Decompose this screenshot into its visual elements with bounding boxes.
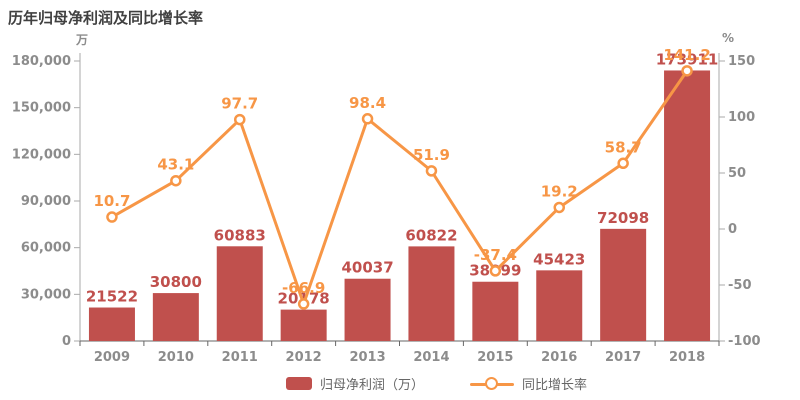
right-axis-tick-label: 100 (728, 110, 755, 125)
growth-line (111, 70, 689, 306)
left-axis-tick-label: 0 (62, 334, 71, 349)
legend-label-yoy-growth: 同比增长率 (522, 378, 588, 393)
line-point-2013[interactable] (361, 113, 374, 125)
bar-2014[interactable] (408, 246, 455, 341)
line-value-label: -37.4 (474, 246, 517, 264)
x-axis-category-label: 2017 (605, 350, 641, 365)
bar-value-label: 45423 (533, 250, 585, 268)
x-axis-category-label: 2012 (286, 350, 322, 365)
bar-series-swatch-icon (286, 377, 312, 390)
line-value-label: 51.9 (413, 146, 450, 164)
line-value-label: 10.7 (93, 192, 130, 210)
x-axis-category-label: 2010 (158, 350, 194, 365)
right-axis-unit: % (722, 31, 735, 45)
bar-value-label: 21522 (86, 288, 138, 306)
line-point-2012[interactable] (297, 298, 310, 310)
line-value-label: 58.7 (605, 138, 642, 156)
x-axis-category-label: 2014 (413, 350, 449, 365)
chart-legend: 归母净利润（万） 同比增长率 (286, 374, 587, 393)
left-axis-tick-label: 180,000 (12, 54, 71, 69)
line-point-2015[interactable] (489, 265, 502, 277)
bar-value-label: 72098 (597, 209, 649, 227)
left-axis-tick-label: 150,000 (12, 101, 71, 116)
line-point-2010[interactable] (170, 174, 182, 187)
line-value-label: 97.7 (221, 95, 258, 113)
bar-value-label: 60883 (214, 226, 266, 244)
right-axis-tick-label: 150 (728, 54, 755, 69)
legend-item-yoy-growth[interactable]: 同比增长率 (470, 374, 587, 393)
x-axis-category-label: 2009 (94, 350, 130, 365)
bar-value-label: 30800 (150, 273, 202, 291)
bar-2012[interactable] (280, 309, 327, 341)
left-axis-unit: 万 (75, 33, 88, 47)
line-point-2018[interactable] (681, 65, 693, 77)
line-value-label: 141.2 (663, 46, 710, 64)
right-axis-tick-label: 0 (728, 222, 737, 237)
bar-value-label: 173911 (656, 50, 719, 68)
line-series-swatch-icon (470, 376, 515, 391)
line-point-2011[interactable] (234, 113, 246, 126)
x-axis-category-label: 2011 (222, 350, 258, 365)
line-value-label: -66.9 (282, 279, 325, 297)
left-axis-tick-label: 60,000 (21, 241, 71, 256)
left-axis-tick-label: 90,000 (21, 194, 71, 209)
left-axis-tick-label: 30,000 (21, 287, 71, 302)
x-axis-category-label: 2013 (349, 350, 385, 365)
line-point-2014[interactable] (425, 165, 438, 177)
right-axis-tick-label: -50 (728, 278, 752, 293)
line-value-label: 19.2 (541, 182, 578, 200)
line-value-label: 98.4 (349, 94, 386, 112)
bar-2018[interactable] (664, 70, 711, 342)
bar-2009[interactable] (88, 307, 135, 341)
line-point-2016[interactable] (553, 201, 565, 214)
bar-2016[interactable] (536, 270, 583, 341)
bar-2011[interactable] (216, 246, 263, 341)
line-value-label: 43.1 (157, 156, 194, 174)
bar-value-label: 60822 (405, 226, 457, 244)
x-axis-category-label: 2016 (541, 350, 577, 365)
bar-2010[interactable] (152, 293, 199, 341)
x-axis-category-label: 2018 (669, 350, 705, 365)
legend-item-net-profit[interactable]: 归母净利润（万） (286, 374, 424, 393)
bar-2013[interactable] (344, 278, 391, 341)
legend-label-net-profit: 归母净利润（万） (320, 378, 425, 393)
bar-2017[interactable] (600, 228, 647, 341)
line-point-2009[interactable] (106, 211, 118, 223)
left-axis-tick-label: 120,000 (12, 147, 71, 162)
bar-2015[interactable] (472, 281, 519, 341)
line-point-2017[interactable] (617, 157, 629, 170)
right-axis-tick-label: 50 (728, 166, 746, 181)
chart-title: 历年归母净利润及同比增长率 (8, 9, 204, 27)
right-axis-tick-label: -100 (728, 334, 761, 349)
x-axis-category-label: 2015 (477, 350, 513, 365)
bar-value-label: 40037 (341, 259, 393, 277)
